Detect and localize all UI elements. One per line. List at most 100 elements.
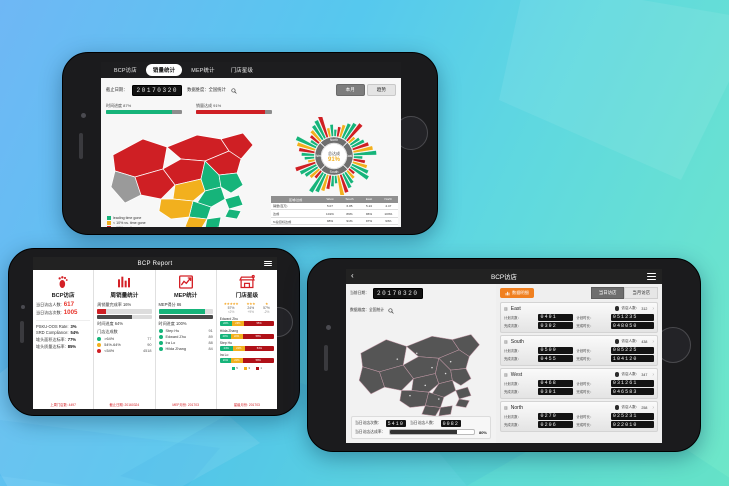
control-row: 截止日期： 20170320 数据维度：全国统计 本月 趋势	[101, 78, 401, 102]
region-card[interactable]: ▥ West 访店人数： 347 › 计划次数： 0468 计划时长： 031261 完成次数： 0…	[500, 368, 658, 399]
done-time-label: 完成时长：	[576, 324, 594, 328]
hamburger-icon[interactable]	[647, 273, 656, 280]
phone-mockup-report: BCP Report BCP访店 当日访店人数: 617 当日访店次数:	[8, 248, 300, 416]
tab-mep-stats[interactable]: MEP统计	[191, 68, 215, 74]
star-summary: ★★★★★ 57% <2% ★★★ 24% +9% ★ 57% -2%	[220, 302, 274, 314]
stat-value: 85%	[67, 344, 76, 349]
person-rating-bar: 21% 21% 58%	[219, 358, 274, 364]
camera-dot	[326, 325, 331, 330]
table-cell: 4.47	[378, 202, 398, 211]
phone-mockup-sales: BCP访店 销量统计 MEP统计 门店星级 截止日期： 20170320 数据维…	[62, 52, 438, 235]
plan-time-value: 031261	[610, 379, 654, 387]
legend-item: 3	[243, 366, 250, 370]
bar-top-label: MEP得分 86	[158, 302, 182, 307]
rose-chart-area[interactable]: 总达成 91% North East South West 区域/达成 West South E…	[267, 114, 401, 227]
data-detail-button[interactable]: 数据明细	[500, 288, 534, 298]
done-count-label: 完成次数：	[504, 357, 521, 361]
background-facet	[0, 420, 220, 486]
china-map-chart[interactable]: leading time gone < 10% vs. time gone > …	[101, 117, 267, 227]
chevron-left-icon[interactable]: ‹	[351, 271, 354, 280]
done-count-value: 0391	[538, 388, 574, 395]
search-icon[interactable]	[231, 81, 237, 99]
report-card-weekly-sales[interactable]: 周销量统计 周销量完成率 16% 时间进度 64% 门店达成数 >64% 77 5…	[94, 270, 156, 409]
date-value[interactable]: 20170320	[132, 84, 183, 96]
table-cell: 93%	[378, 217, 398, 226]
table-cell: 103%	[378, 209, 398, 218]
donut-center-label: 总达成	[328, 150, 340, 156]
rating-segment: 20%	[219, 333, 231, 339]
bar-bottom-label: 时间进度 64%	[97, 321, 123, 326]
range-trend-button[interactable]: 趋势	[366, 84, 396, 96]
plan-count-value: 0270	[538, 412, 574, 420]
bar-chart-icon	[505, 291, 510, 295]
footprint-icon	[36, 273, 90, 290]
bar-chart-icon	[97, 273, 151, 290]
done-time-label: 完成时长：	[576, 390, 594, 394]
summary-people-label: 当日访店人数：	[409, 421, 437, 425]
chevron-right-icon[interactable]: ›	[652, 404, 654, 411]
region-card[interactable]: ▥ South 访店人数： 438 › 计划次数： 0509 计划时长： 085225 完成次数：…	[500, 335, 658, 366]
legend-swatch	[107, 221, 111, 225]
table-header-cell: 区域/达成	[271, 195, 321, 203]
region-card[interactable]: ▥ East 访店人数： 312 › 计划次数： 0491 计划时长： 051235 完成次数： 0…	[500, 302, 658, 333]
mep-ranking-list: Step Hu 91 Edward Zhu 89 Ira Lo 88 Hilda Zh…	[158, 329, 213, 351]
region-name: North	[510, 404, 524, 411]
rating-segment: 22%	[219, 321, 232, 327]
progress-sales-value: 91%	[213, 103, 222, 108]
star-group: ★ 57% -2%	[263, 302, 270, 314]
region-metrics: 计划次数： 0509 计划时长： 085225 完成次数： 0455 完成时长： 104120	[504, 346, 654, 362]
report-card-bcp-visit[interactable]: BCP访店 当日访店人数: 617 当日访店次数: 1005 PSKU-OOS …	[33, 270, 95, 409]
toggle-month-visit[interactable]: 当月访店	[624, 287, 658, 299]
chevron-right-icon[interactable]: ›	[652, 305, 654, 312]
range-month-button[interactable]: 本月	[335, 84, 365, 96]
table-cell: 同比增长	[271, 224, 321, 227]
rating-legend: 5 3 1	[220, 366, 274, 370]
hamburger-icon[interactable]	[264, 260, 272, 267]
rating-segment: 24%	[219, 345, 233, 351]
stat-value: 54%	[70, 330, 79, 335]
visitors-value: 312	[641, 306, 648, 311]
region-panel: 数据明细 当日访店 当月访店 ▥ East 访店人数： 312 › 计划次数： 0491 计划…	[496, 284, 662, 443]
progress-time-value: 87%	[123, 103, 132, 108]
stat-label: 堆头质量达标率:	[36, 344, 66, 349]
table-header-cell: North	[378, 195, 398, 203]
card-footer: 上周门店数: 4497	[50, 403, 76, 407]
visitors-value: 258	[641, 405, 648, 410]
tab-sales-stats[interactable]: 销量统计	[145, 64, 183, 76]
table-row: 销量(百万) 5.07 6.85 5.24 4.47	[271, 202, 398, 211]
speaker-grill	[324, 345, 328, 371]
date-value[interactable]: 20170320	[372, 288, 423, 299]
tab-bcp-visit[interactable]: BCP访店	[114, 68, 137, 74]
speaker-grill	[20, 321, 24, 343]
map-legend: leading time gone < 10% vs. time gone > …	[107, 215, 146, 227]
legend-label: < 10% vs. time gone	[113, 221, 146, 225]
person-rating-bar: 22% 23% 55%	[219, 321, 274, 327]
chevron-right-icon[interactable]: ›	[652, 338, 654, 345]
done-count-value: 0206	[538, 421, 574, 428]
page-title: BCP Report	[137, 260, 173, 267]
region-card[interactable]: ▥ North 访店人数： 258 › 计划次数： 0270 计划时长： 025231 完成次数：…	[500, 401, 658, 432]
table-cell: 95%	[339, 224, 360, 227]
table-row: %总目标达成 98% 91% 97% 93%	[271, 217, 398, 226]
chevron-right-icon[interactable]: ›	[652, 371, 654, 378]
table-cell: 89%	[339, 209, 360, 218]
date-label: 截止日期：	[106, 87, 128, 92]
metric-value: 1005	[63, 308, 78, 316]
report-card-mep[interactable]: MEP统计 MEP得分 86 时间进度 100% Step Hu 91 Edwar…	[156, 270, 217, 409]
report-card-store-rating[interactable]: 门店星级 ★★★★★ 57% <2% ★★★ 24% +9% ★ 57%	[217, 270, 277, 409]
metric-visit-count: 当日访店次数: 1005	[36, 308, 90, 316]
bar-top	[158, 309, 213, 314]
search-icon[interactable]	[388, 301, 394, 319]
table-cell: 101%	[320, 209, 340, 218]
toggle-today-visit[interactable]: 当日访店	[590, 287, 625, 299]
table-row: 达成 101% 89% 96% 103%	[271, 209, 398, 218]
region-table: 区域/达成 West South East North 销量(百万) 5.07 6.85 5.…	[271, 195, 398, 227]
background-facet	[499, 0, 729, 180]
people-icon	[614, 339, 620, 344]
china-map-grey-svg[interactable]	[350, 321, 492, 421]
summary-rate-bar	[389, 429, 475, 435]
rating-segment: 21%	[219, 358, 232, 364]
visit-header: ‹ BCP访店	[346, 269, 662, 284]
rating-segment: 22%	[232, 345, 245, 351]
tab-store-rating[interactable]: 门店星级	[230, 68, 254, 74]
